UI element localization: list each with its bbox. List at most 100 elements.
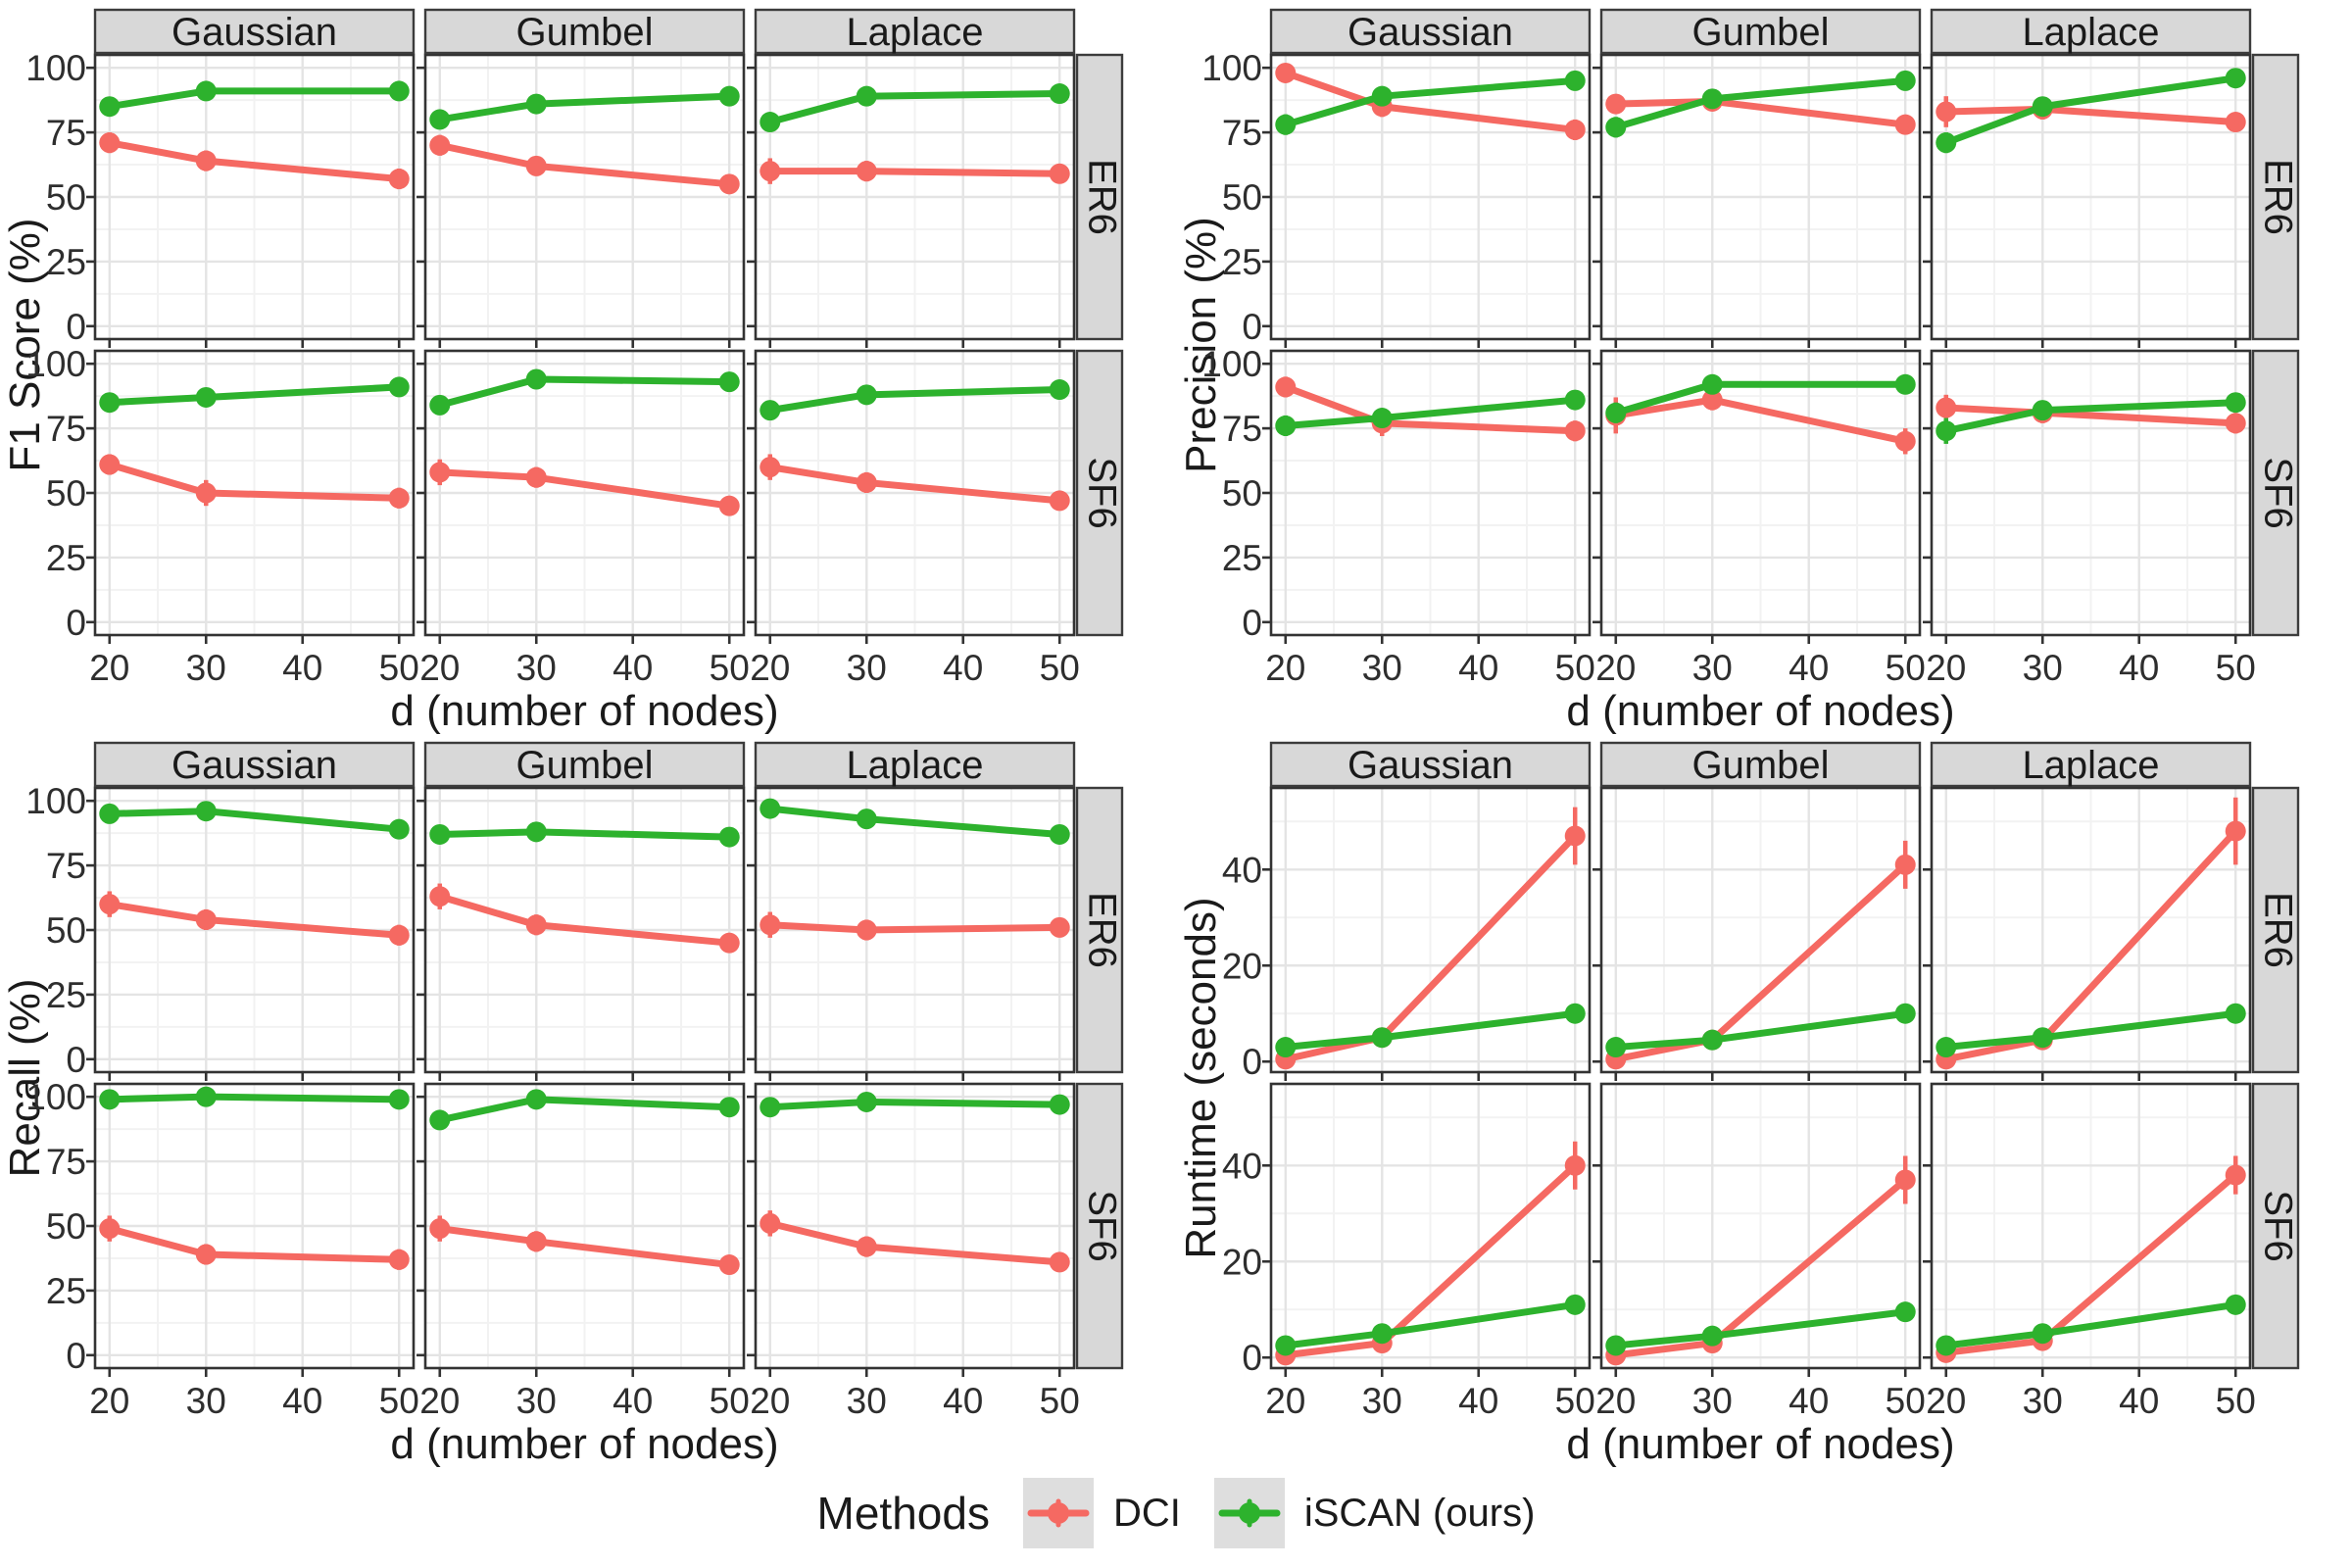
svg-text:20: 20 xyxy=(89,1381,129,1421)
svg-text:50: 50 xyxy=(46,1206,86,1247)
svg-text:50: 50 xyxy=(46,177,86,218)
svg-text:50: 50 xyxy=(710,648,750,688)
svg-text:Gaussian: Gaussian xyxy=(172,11,337,54)
svg-text:Precision (%): Precision (%) xyxy=(1177,217,1225,473)
legend-label-iscan: iSCAN (ours) xyxy=(1303,1491,1536,1535)
svg-text:75: 75 xyxy=(46,846,86,886)
svg-text:ER6: ER6 xyxy=(1081,892,1124,968)
svg-text:20: 20 xyxy=(1926,1381,1966,1421)
svg-text:40: 40 xyxy=(612,1381,653,1421)
svg-text:40: 40 xyxy=(612,648,653,688)
svg-text:20: 20 xyxy=(1926,648,1966,688)
svg-text:50: 50 xyxy=(1040,648,1080,688)
svg-text:50: 50 xyxy=(46,910,86,951)
svg-text:40: 40 xyxy=(2119,1381,2159,1421)
svg-text:20: 20 xyxy=(1595,648,1636,688)
legend-title: Methods xyxy=(816,1488,990,1539)
svg-text:50: 50 xyxy=(1222,177,1262,218)
svg-text:30: 30 xyxy=(847,648,887,688)
svg-text:20: 20 xyxy=(1595,1381,1636,1421)
svg-text:100: 100 xyxy=(25,48,86,88)
svg-text:30: 30 xyxy=(186,648,226,688)
svg-text:40: 40 xyxy=(282,648,322,688)
svg-text:50: 50 xyxy=(1222,473,1262,514)
dci-pointrange-key-icon xyxy=(1022,1478,1094,1548)
svg-text:50: 50 xyxy=(710,1381,750,1421)
svg-text:Laplace: Laplace xyxy=(2022,11,2159,54)
svg-text:20: 20 xyxy=(1222,1242,1262,1282)
svg-text:ER6: ER6 xyxy=(2257,159,2300,235)
svg-text:40: 40 xyxy=(1788,648,1829,688)
svg-text:30: 30 xyxy=(1362,648,1402,688)
svg-text:Runtime (seconds): Runtime (seconds) xyxy=(1177,897,1225,1258)
svg-text:Gumbel: Gumbel xyxy=(1691,744,1829,787)
svg-text:d (number of nodes): d (number of nodes) xyxy=(390,687,778,734)
svg-text:d (number of nodes): d (number of nodes) xyxy=(1566,687,1954,734)
svg-text:Laplace: Laplace xyxy=(2022,744,2159,787)
iscan-pointrange-key-icon xyxy=(1213,1478,1285,1548)
svg-text:75: 75 xyxy=(46,113,86,153)
svg-text:30: 30 xyxy=(1692,1381,1733,1421)
chart-svg-precision: Precision (%) 0 25 50 75 100 Gaussian Gumbel Lap… xyxy=(1177,8,2300,734)
svg-text:25: 25 xyxy=(1222,242,1262,282)
svg-text:50: 50 xyxy=(46,473,86,514)
svg-text:75: 75 xyxy=(46,409,86,449)
svg-text:100: 100 xyxy=(25,1077,86,1117)
svg-text:40: 40 xyxy=(1222,1146,1262,1186)
chart-group-precision: Precision (%) 0 25 50 75 100 Gaussian Gumbel Lap… xyxy=(1176,4,2352,734)
svg-text:30: 30 xyxy=(186,1381,226,1421)
svg-text:25: 25 xyxy=(1222,538,1262,578)
svg-text:30: 30 xyxy=(2023,1381,2063,1421)
svg-text:50: 50 xyxy=(1555,648,1595,688)
svg-text:25: 25 xyxy=(46,538,86,578)
svg-text:30: 30 xyxy=(516,648,557,688)
svg-text:ER6: ER6 xyxy=(1081,159,1124,235)
svg-text:40: 40 xyxy=(943,648,983,688)
svg-text:0: 0 xyxy=(66,307,86,347)
svg-text:0: 0 xyxy=(1242,1042,1262,1082)
chart-group-runtime: Runtime (seconds) 0 20 40 Gaussian Gumbel Lapl… xyxy=(1176,737,2352,1467)
svg-text:50: 50 xyxy=(379,648,419,688)
svg-text:30: 30 xyxy=(1692,648,1733,688)
svg-text:Gaussian: Gaussian xyxy=(1348,744,1513,787)
svg-text:75: 75 xyxy=(1222,113,1262,153)
svg-text:20: 20 xyxy=(89,648,129,688)
svg-text:SF6: SF6 xyxy=(1081,1190,1124,1261)
svg-text:Gaussian: Gaussian xyxy=(172,744,337,787)
svg-text:d (number of nodes): d (number of nodes) xyxy=(1566,1420,1954,1467)
svg-text:20: 20 xyxy=(419,648,460,688)
svg-text:25: 25 xyxy=(46,1271,86,1311)
svg-text:20: 20 xyxy=(750,648,790,688)
svg-text:0: 0 xyxy=(66,603,86,643)
chart-group-f1-score: F1 Score (%) 0 25 50 75 100 Gaussian Gumbel Lapl… xyxy=(0,4,1176,734)
svg-text:0: 0 xyxy=(66,1040,86,1080)
chart-svg-f1: F1 Score (%) 0 25 50 75 100 Gaussian Gumbel Lapl… xyxy=(1,8,1124,734)
svg-text:30: 30 xyxy=(2023,648,2063,688)
svg-text:50: 50 xyxy=(1040,1381,1080,1421)
svg-text:50: 50 xyxy=(2216,648,2256,688)
legend: Methods DCI iSCAN (ours) xyxy=(0,1466,2352,1560)
svg-text:50: 50 xyxy=(1555,1381,1595,1421)
svg-text:75: 75 xyxy=(46,1142,86,1182)
svg-text:0: 0 xyxy=(1242,307,1262,347)
svg-text:30: 30 xyxy=(847,1381,887,1421)
svg-text:75: 75 xyxy=(1222,409,1262,449)
svg-text:20: 20 xyxy=(1222,946,1262,986)
svg-text:20: 20 xyxy=(1265,1381,1305,1421)
svg-text:0: 0 xyxy=(1242,1338,1262,1378)
svg-text:100: 100 xyxy=(1201,48,1262,88)
legend-label-dci: DCI xyxy=(1112,1491,1181,1535)
svg-text:40: 40 xyxy=(1458,1381,1498,1421)
svg-text:Gaussian: Gaussian xyxy=(1348,11,1513,54)
svg-text:SF6: SF6 xyxy=(2257,457,2300,528)
svg-text:20: 20 xyxy=(419,1381,460,1421)
svg-text:40: 40 xyxy=(2119,648,2159,688)
svg-text:d (number of nodes): d (number of nodes) xyxy=(390,1420,778,1467)
svg-text:ER6: ER6 xyxy=(2257,892,2300,968)
svg-text:50: 50 xyxy=(1886,1381,1926,1421)
svg-text:30: 30 xyxy=(1362,1381,1402,1421)
svg-text:F1 Score (%): F1 Score (%) xyxy=(1,218,49,471)
pointrange-glyph xyxy=(1218,1498,1281,1528)
